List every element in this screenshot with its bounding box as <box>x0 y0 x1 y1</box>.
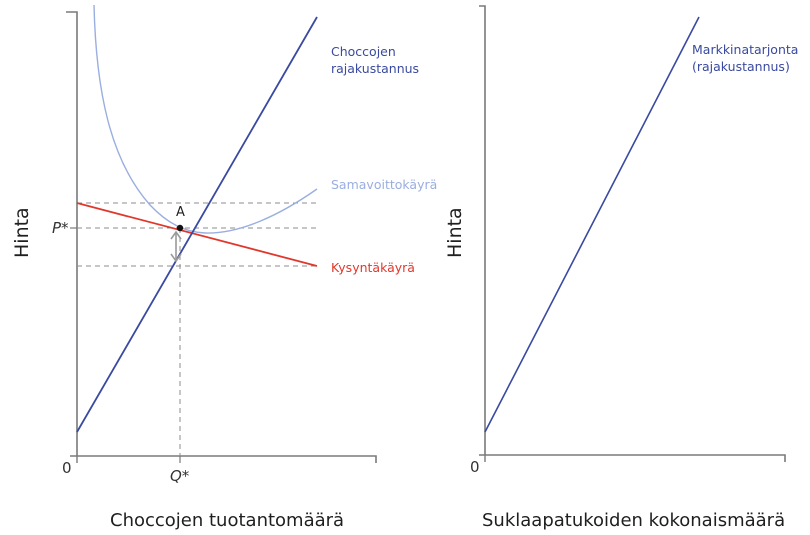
isoprofit-curve <box>93 4 318 234</box>
isoprofit-label: Samavoittokäyrä <box>331 177 438 192</box>
left-chart <box>66 4 377 463</box>
demand-curve <box>76 202 318 267</box>
right-y-axis <box>479 5 486 455</box>
mc-label: Choccojen rajakustannus <box>331 43 419 77</box>
right-x-axis <box>479 454 786 462</box>
q-star-label: Q* <box>170 467 190 485</box>
market-supply-line <box>484 16 700 433</box>
left-origin-label: 0 <box>62 459 72 477</box>
markup-double-arrow-icon <box>170 230 182 263</box>
left-x-axis-label: Choccojen tuotantomäärä <box>110 510 345 531</box>
point-a <box>176 224 184 232</box>
mc-label-line1: Choccojen <box>331 44 396 59</box>
p-star-label: P* <box>52 219 69 237</box>
left-x-axis <box>70 455 377 463</box>
right-y-axis-label: Hinta <box>444 207 466 258</box>
mc-label-line2: rajakustannus <box>331 61 420 76</box>
demand-label: Kysyntäkäyrä <box>331 260 415 275</box>
marginal-cost-line <box>76 16 318 433</box>
supply-label-line1: Markkinatarjonta <box>692 42 799 57</box>
point-a-label: A <box>176 205 185 220</box>
right-origin-label: 0 <box>470 458 480 476</box>
right-x-axis-label: Suklaapatukoiden kokonaismäärä <box>482 510 786 531</box>
left-y-axis-label: Hinta <box>11 207 33 258</box>
left-y-axis <box>66 11 78 456</box>
supply-label: Markkinatarjonta (rajakustannus) <box>692 41 798 75</box>
right-chart <box>479 5 786 462</box>
supply-label-line2: (rajakustannus) <box>692 59 790 74</box>
